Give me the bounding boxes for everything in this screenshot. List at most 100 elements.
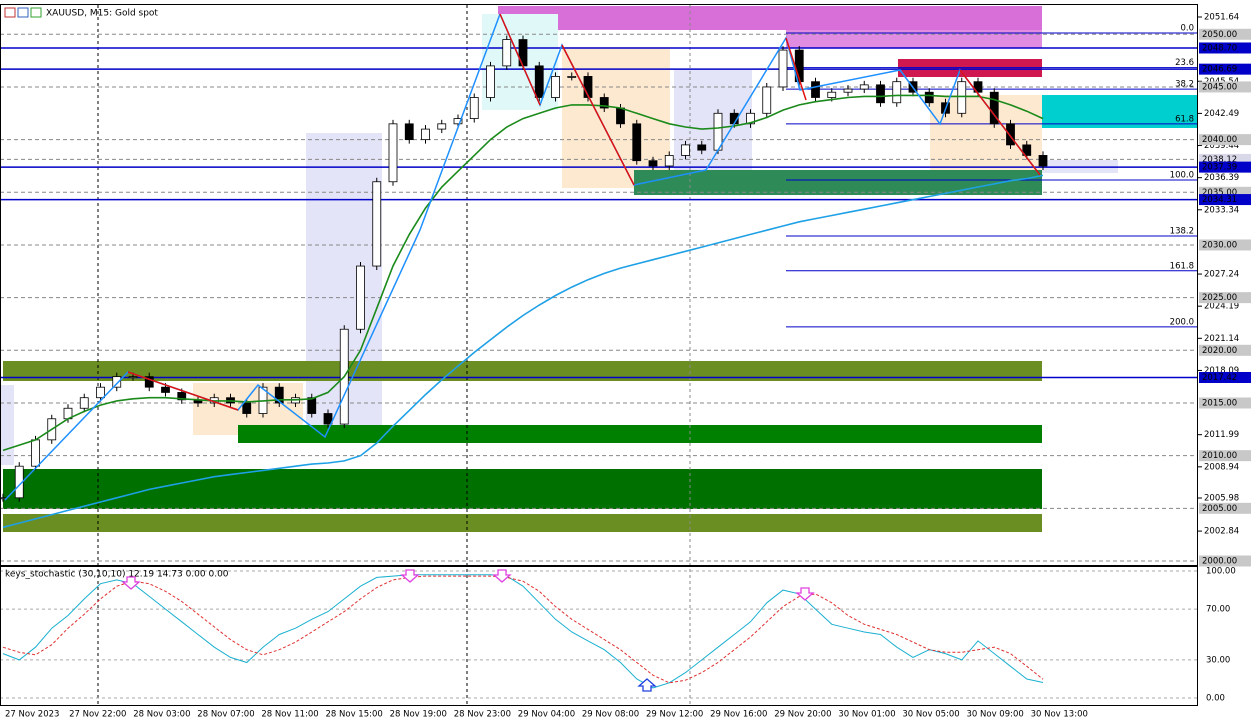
candle bbox=[664, 155, 674, 167]
candle bbox=[973, 81, 983, 93]
candle bbox=[128, 376, 138, 379]
fib-label: 200.0 bbox=[1170, 317, 1194, 327]
level-box bbox=[1199, 81, 1251, 93]
candle bbox=[989, 91, 999, 125]
candle bbox=[177, 392, 187, 401]
y-tick-label: 2036.39 bbox=[1204, 173, 1239, 183]
candle bbox=[307, 397, 317, 414]
level-label: 2034.31 bbox=[1202, 195, 1237, 205]
fib-label: 23.6 bbox=[1175, 58, 1194, 68]
y-tick-label: 2005.98 bbox=[1204, 494, 1239, 504]
candle bbox=[876, 84, 885, 104]
fib-label: 138.2 bbox=[1170, 227, 1194, 237]
x-tick-label: 27 Nov 2023 bbox=[5, 710, 59, 720]
candle bbox=[274, 386, 284, 404]
candle bbox=[242, 402, 252, 414]
candle bbox=[567, 76, 577, 78]
candle bbox=[762, 86, 772, 114]
zone bbox=[634, 170, 1042, 195]
moving-average bbox=[2, 174, 1044, 529]
y-tick-label: 2021.14 bbox=[1204, 334, 1239, 344]
level-label: 2040.00 bbox=[1202, 135, 1237, 145]
candle bbox=[421, 128, 430, 141]
level-box bbox=[1199, 502, 1251, 514]
candle bbox=[388, 123, 398, 183]
zone bbox=[3, 514, 1042, 532]
signal-arrows bbox=[121, 569, 815, 692]
candle bbox=[469, 97, 479, 119]
zigzag-down bbox=[959, 69, 1041, 176]
sell-arrow bbox=[795, 587, 815, 601]
candle bbox=[681, 144, 690, 156]
toolbar-icons bbox=[4, 7, 42, 18]
level-box bbox=[1199, 397, 1251, 409]
x-tick-label: 29 Nov 12:00 bbox=[646, 710, 703, 720]
level-label: 2000.00 bbox=[1202, 556, 1237, 566]
level-label: 2045.00 bbox=[1202, 82, 1237, 92]
level-box bbox=[1199, 371, 1251, 383]
indicator-title: keys_stochastic (30,10,10) 12.19 14.73 0… bbox=[5, 570, 229, 580]
candle bbox=[632, 123, 642, 162]
zones bbox=[0, 6, 1198, 532]
level-label: 2015.00 bbox=[1202, 398, 1237, 408]
x-tick-label: 28 Nov 19:00 bbox=[390, 710, 447, 720]
candle bbox=[957, 81, 967, 114]
candle bbox=[486, 65, 495, 98]
separators bbox=[97, 5, 691, 705]
sell-arrow bbox=[492, 569, 512, 583]
y-tick-label: 2024.19 bbox=[1204, 302, 1239, 312]
y-tick-label: 2039.44 bbox=[1204, 141, 1239, 151]
level-box bbox=[1199, 134, 1251, 146]
candle bbox=[31, 439, 40, 467]
zone bbox=[498, 6, 1042, 30]
chart-title: XAUUSD, M15: Gold spot bbox=[46, 9, 158, 19]
zone bbox=[238, 425, 1042, 443]
candle bbox=[924, 91, 934, 104]
level-label: 2017.42 bbox=[1202, 373, 1237, 383]
candle bbox=[892, 81, 902, 104]
candle bbox=[843, 88, 853, 93]
candle bbox=[827, 91, 837, 98]
candle bbox=[551, 76, 560, 98]
level-label: 2025.00 bbox=[1202, 293, 1237, 303]
level-box bbox=[1199, 344, 1251, 356]
candle bbox=[534, 65, 544, 98]
level-box bbox=[1199, 153, 1251, 165]
candle bbox=[96, 386, 105, 399]
y-tick-label: 2051.64 bbox=[1204, 13, 1239, 23]
candle bbox=[648, 160, 658, 167]
zigzag-down bbox=[561, 44, 635, 186]
fib-label: 38.2 bbox=[1175, 80, 1194, 90]
plot bbox=[0, 35, 1048, 689]
y-tick-label: 2002.84 bbox=[1204, 527, 1239, 537]
y-tick-label: 100.00 bbox=[1206, 567, 1236, 577]
level-box bbox=[1199, 450, 1251, 462]
y-tick-label: 30.00 bbox=[1206, 655, 1230, 665]
x-tick-label: 29 Nov 08:00 bbox=[582, 710, 639, 720]
icon bbox=[17, 7, 29, 18]
level-box bbox=[1199, 186, 1251, 198]
level-label: 2005.00 bbox=[1202, 504, 1237, 514]
x-tick-label: 30 Nov 01:00 bbox=[838, 710, 895, 720]
level-label: 2050.00 bbox=[1202, 30, 1237, 40]
indicator-panel-frame bbox=[0, 566, 1198, 706]
candle bbox=[404, 123, 414, 141]
y-tick-label: 2033.34 bbox=[1204, 205, 1239, 215]
candle bbox=[859, 84, 869, 90]
y-tick-label: 2018.09 bbox=[1204, 366, 1239, 376]
candle bbox=[161, 386, 170, 393]
icon bbox=[30, 7, 42, 18]
candle bbox=[323, 413, 333, 425]
icon bbox=[4, 7, 16, 18]
y-tick-label: 0.00 bbox=[1206, 694, 1225, 704]
y-tick-label: 2008.94 bbox=[1204, 462, 1239, 472]
candle bbox=[599, 97, 609, 109]
x-tick-label: 28 Nov 15:00 bbox=[326, 710, 383, 720]
y-tick-label: 2027.24 bbox=[1204, 270, 1239, 280]
level-box bbox=[1199, 161, 1251, 173]
candle bbox=[356, 265, 365, 330]
candle bbox=[778, 49, 788, 88]
sell-arrow bbox=[400, 569, 420, 583]
candle bbox=[372, 181, 382, 267]
fib-label: 0.0 bbox=[1180, 24, 1194, 34]
